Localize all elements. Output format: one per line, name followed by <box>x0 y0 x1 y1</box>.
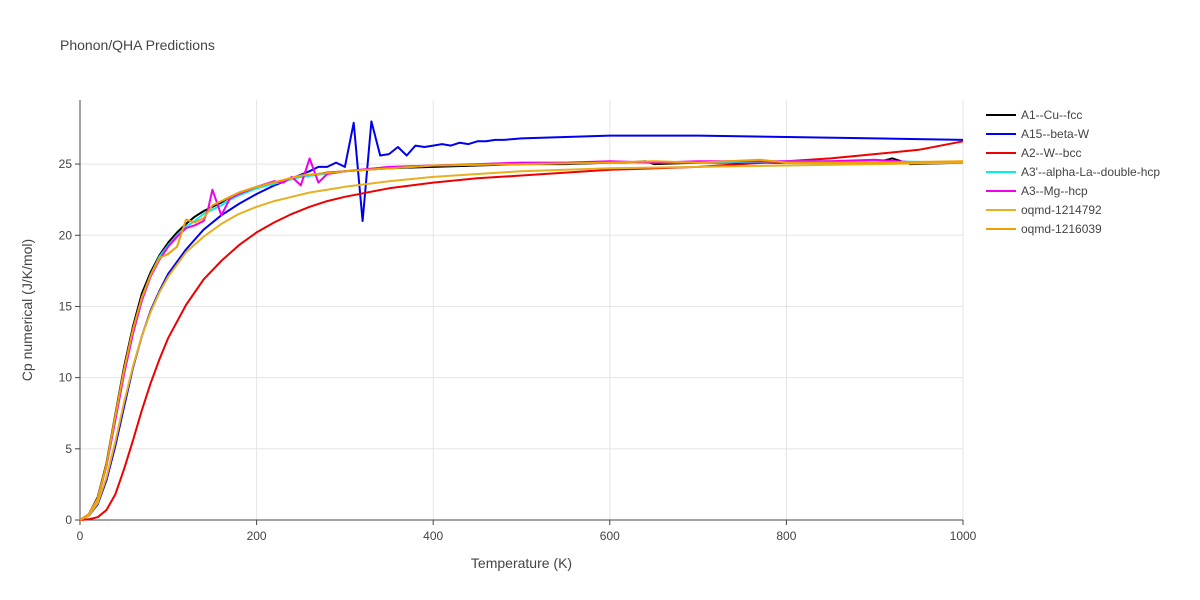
axes: 0 200 400 600 800 1000 0 5 10 15 20 25 <box>59 100 977 543</box>
legend-label: oqmd-1214792 <box>1021 203 1102 217</box>
x-tick-label: 0 <box>77 529 84 543</box>
legend-label: oqmd-1216039 <box>1021 222 1102 236</box>
legend-label: A1--Cu--fcc <box>1021 108 1082 122</box>
y-tick-label: 20 <box>59 228 73 242</box>
y-axis-title: Cp numerical (J/K/mol) <box>19 239 35 381</box>
y-tick-label: 15 <box>59 299 73 313</box>
chart-title: Phonon/QHA Predictions <box>60 37 215 53</box>
legend-item[interactable]: A2--W--bcc <box>986 146 1081 160</box>
legend-label: A3--Mg--hcp <box>1021 184 1088 198</box>
series-line-4[interactable] <box>79 157 963 521</box>
series-line-6[interactable] <box>79 158 964 521</box>
x-tick-label: 1000 <box>950 529 977 543</box>
series-line-3[interactable] <box>79 160 964 521</box>
x-tick-label: 600 <box>600 529 620 543</box>
series-line-2[interactable] <box>79 140 964 521</box>
y-tick-label: 0 <box>65 513 72 527</box>
legend-item[interactable]: oqmd-1214792 <box>986 203 1102 217</box>
legend-item[interactable]: A1--Cu--fcc <box>986 108 1082 122</box>
legend-item[interactable]: A3--Mg--hcp <box>986 184 1088 198</box>
y-tick-label: 10 <box>59 371 73 385</box>
x-tick-label: 200 <box>247 529 267 543</box>
legend-label: A3'--alpha-La--double-hcp <box>1021 165 1160 179</box>
series-line-5[interactable] <box>79 161 964 521</box>
x-axis-title: Temperature (K) <box>471 555 572 571</box>
series-line-0[interactable] <box>79 157 964 521</box>
legend-item[interactable]: A3'--alpha-La--double-hcp <box>986 165 1160 179</box>
x-tick-label: 800 <box>776 529 796 543</box>
x-tick-label: 400 <box>423 529 443 543</box>
legend-item[interactable]: oqmd-1216039 <box>986 222 1102 236</box>
legend-label: A2--W--bcc <box>1021 146 1081 160</box>
y-tick-label: 25 <box>59 157 73 171</box>
plot-area[interactable] <box>79 120 964 521</box>
legend[interactable]: A1--Cu--fcc A15--beta-W A2--W--bcc A3'--alp… <box>986 108 1160 236</box>
legend-label: A15--beta-W <box>1021 127 1090 141</box>
series-line-1[interactable] <box>79 120 964 521</box>
legend-item[interactable]: A15--beta-W <box>986 127 1090 141</box>
y-tick-label: 5 <box>65 442 72 456</box>
